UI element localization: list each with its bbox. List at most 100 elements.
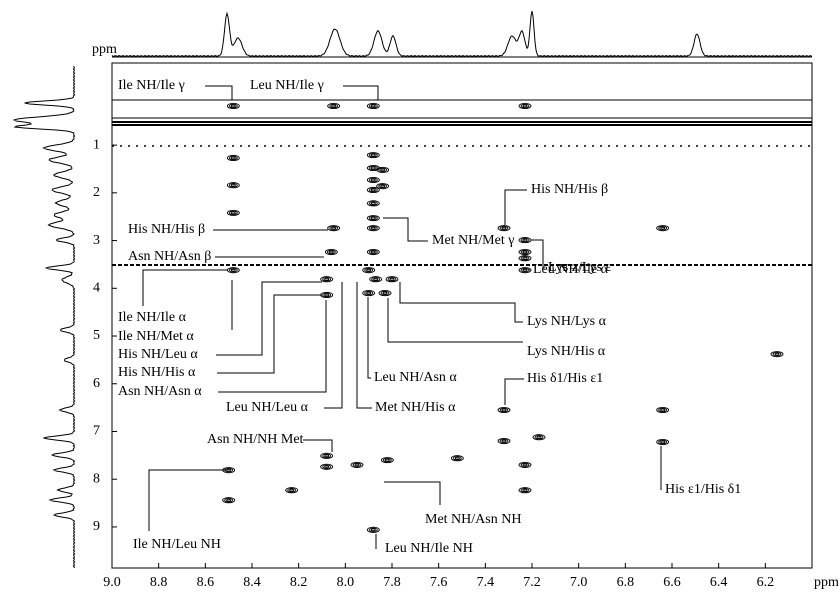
cross-peak xyxy=(532,434,546,441)
annotation: Leu NH/Leu α xyxy=(226,400,309,415)
contour xyxy=(770,351,784,358)
cross-peak xyxy=(320,463,334,470)
cross-peak xyxy=(222,497,236,504)
contour xyxy=(324,248,338,256)
contour xyxy=(380,168,386,172)
contour xyxy=(228,155,238,161)
leader-line xyxy=(324,282,343,409)
cross-peak xyxy=(378,290,392,297)
leader-line xyxy=(142,269,228,306)
x-tick-label: 7.0 xyxy=(570,575,588,590)
contour xyxy=(322,453,332,458)
contour xyxy=(368,187,378,193)
contour xyxy=(497,437,511,445)
contour xyxy=(366,102,380,110)
contour xyxy=(376,183,390,190)
contour xyxy=(368,215,378,221)
y-tick-label: 1 xyxy=(93,137,100,152)
contour xyxy=(230,268,236,272)
contour xyxy=(522,463,528,467)
contour xyxy=(366,152,380,159)
y-tick-label: 6 xyxy=(93,376,100,391)
contour xyxy=(322,277,332,282)
contour xyxy=(370,216,376,220)
contour xyxy=(366,176,380,183)
cross-peak xyxy=(366,200,380,207)
x-tick-label: 7.8 xyxy=(383,575,401,590)
contour xyxy=(222,497,236,504)
x-tick-label: 8.8 xyxy=(150,575,168,590)
contour xyxy=(368,177,378,183)
cross-peak xyxy=(226,209,240,216)
annotation: His NH/His β xyxy=(128,222,205,237)
leader-line xyxy=(148,469,226,531)
contour xyxy=(658,226,668,231)
contour xyxy=(368,201,378,206)
contour xyxy=(660,408,666,412)
annotation: Ile NH/Ile α xyxy=(118,310,187,325)
contour xyxy=(497,225,511,232)
cross-peak xyxy=(656,438,670,446)
contour xyxy=(366,291,372,295)
cross-peak xyxy=(518,248,532,256)
cross-peak xyxy=(656,225,670,232)
annotation: Ile NH/Leu NH xyxy=(133,537,221,552)
contour xyxy=(226,154,240,162)
x-tick-label: 6.6 xyxy=(663,575,681,590)
leader-line xyxy=(384,481,441,505)
contour xyxy=(322,292,332,298)
contour xyxy=(518,461,532,468)
contour xyxy=(370,153,376,157)
contour xyxy=(327,102,341,110)
annotation: His NH/His α xyxy=(118,365,196,380)
annotation: Asn NH/Asn β xyxy=(128,249,211,264)
cross-peak xyxy=(327,225,341,232)
contour xyxy=(501,226,507,230)
contour xyxy=(520,488,530,493)
cross-peak xyxy=(320,291,334,299)
leader-line xyxy=(218,300,327,393)
contour xyxy=(376,166,390,173)
contour xyxy=(354,463,360,467)
y-tick-label: 3 xyxy=(93,233,100,248)
annotation: Asn NH/NH Met xyxy=(207,432,304,447)
cross-peak xyxy=(497,406,511,414)
contour xyxy=(380,290,390,296)
cross-peak xyxy=(770,351,784,358)
cross-peak xyxy=(518,102,532,110)
contour xyxy=(518,487,532,494)
leader-line xyxy=(504,378,524,405)
contour xyxy=(385,276,399,283)
contour xyxy=(366,248,380,256)
cross-peak xyxy=(327,102,341,110)
contour xyxy=(499,438,509,444)
plot-frame xyxy=(111,62,813,569)
contour xyxy=(520,103,530,109)
contour xyxy=(534,435,544,440)
cross-peak xyxy=(376,166,390,173)
contour xyxy=(331,104,337,108)
leader-line xyxy=(216,281,322,356)
contour xyxy=(226,209,240,216)
contour xyxy=(501,439,507,443)
contour xyxy=(378,167,388,173)
contour xyxy=(522,256,528,260)
contour xyxy=(518,102,532,110)
contour xyxy=(660,226,666,230)
contour xyxy=(324,293,330,297)
cross-peak xyxy=(366,176,380,183)
contour xyxy=(228,183,238,188)
contour xyxy=(370,226,376,230)
leader-line xyxy=(531,239,545,269)
annotation: Ile NH/Ile γ xyxy=(118,78,185,93)
annotation: His NH/His β xyxy=(531,182,608,197)
annotation: His NH/Leu α xyxy=(118,347,198,362)
leader-line xyxy=(343,85,379,100)
leader-line xyxy=(205,85,233,100)
contour xyxy=(520,462,530,468)
leader-line xyxy=(356,282,372,409)
contour xyxy=(368,527,378,532)
annotation: Met NH/His α xyxy=(375,400,456,415)
contour xyxy=(378,290,392,297)
cross-peak xyxy=(450,455,464,462)
